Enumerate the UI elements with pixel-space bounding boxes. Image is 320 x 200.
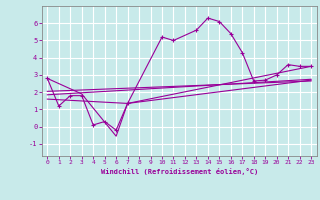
X-axis label: Windchill (Refroidissement éolien,°C): Windchill (Refroidissement éolien,°C) bbox=[100, 168, 258, 175]
